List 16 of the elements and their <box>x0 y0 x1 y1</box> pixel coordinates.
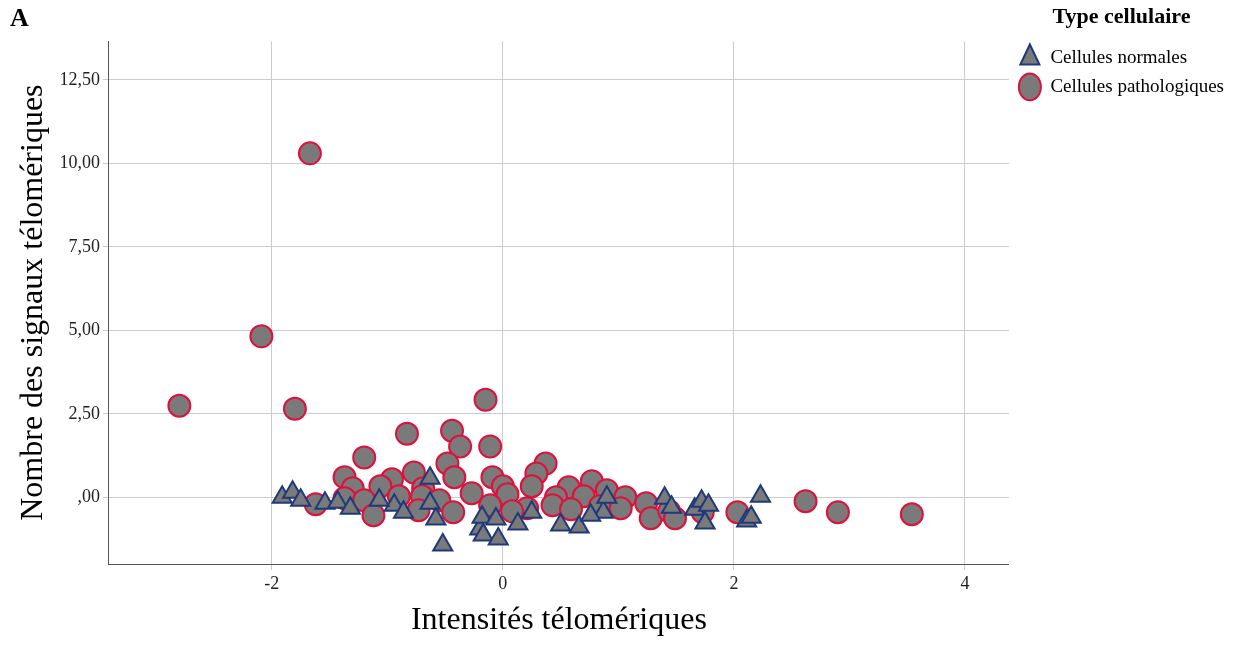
x-tick-label: 2 <box>729 572 739 593</box>
x-tick-label: 0 <box>498 572 508 593</box>
legend-title: Type cellulaire <box>1052 2 1191 28</box>
y-tick-label: 2,50 <box>68 402 100 423</box>
legend-label: Cellules pathologiques <box>1050 74 1225 96</box>
y-axis-title: Nombre des signaux télomériques <box>12 84 49 521</box>
y-tick-label: 12,50 <box>59 68 100 89</box>
y-tick-label: ,00 <box>77 485 100 506</box>
chart-title: A <box>10 3 29 33</box>
y-tick-label: 5,00 <box>68 319 100 340</box>
y-tick-label: 7,50 <box>68 235 100 256</box>
x-axis-title: Intensités télomériques <box>410 600 707 637</box>
legend-label: Cellules normales <box>1050 45 1188 67</box>
x-tick-label: 4 <box>960 572 970 593</box>
x-tick-label: -2 <box>264 572 280 593</box>
y-tick-label: 10,00 <box>59 152 100 173</box>
